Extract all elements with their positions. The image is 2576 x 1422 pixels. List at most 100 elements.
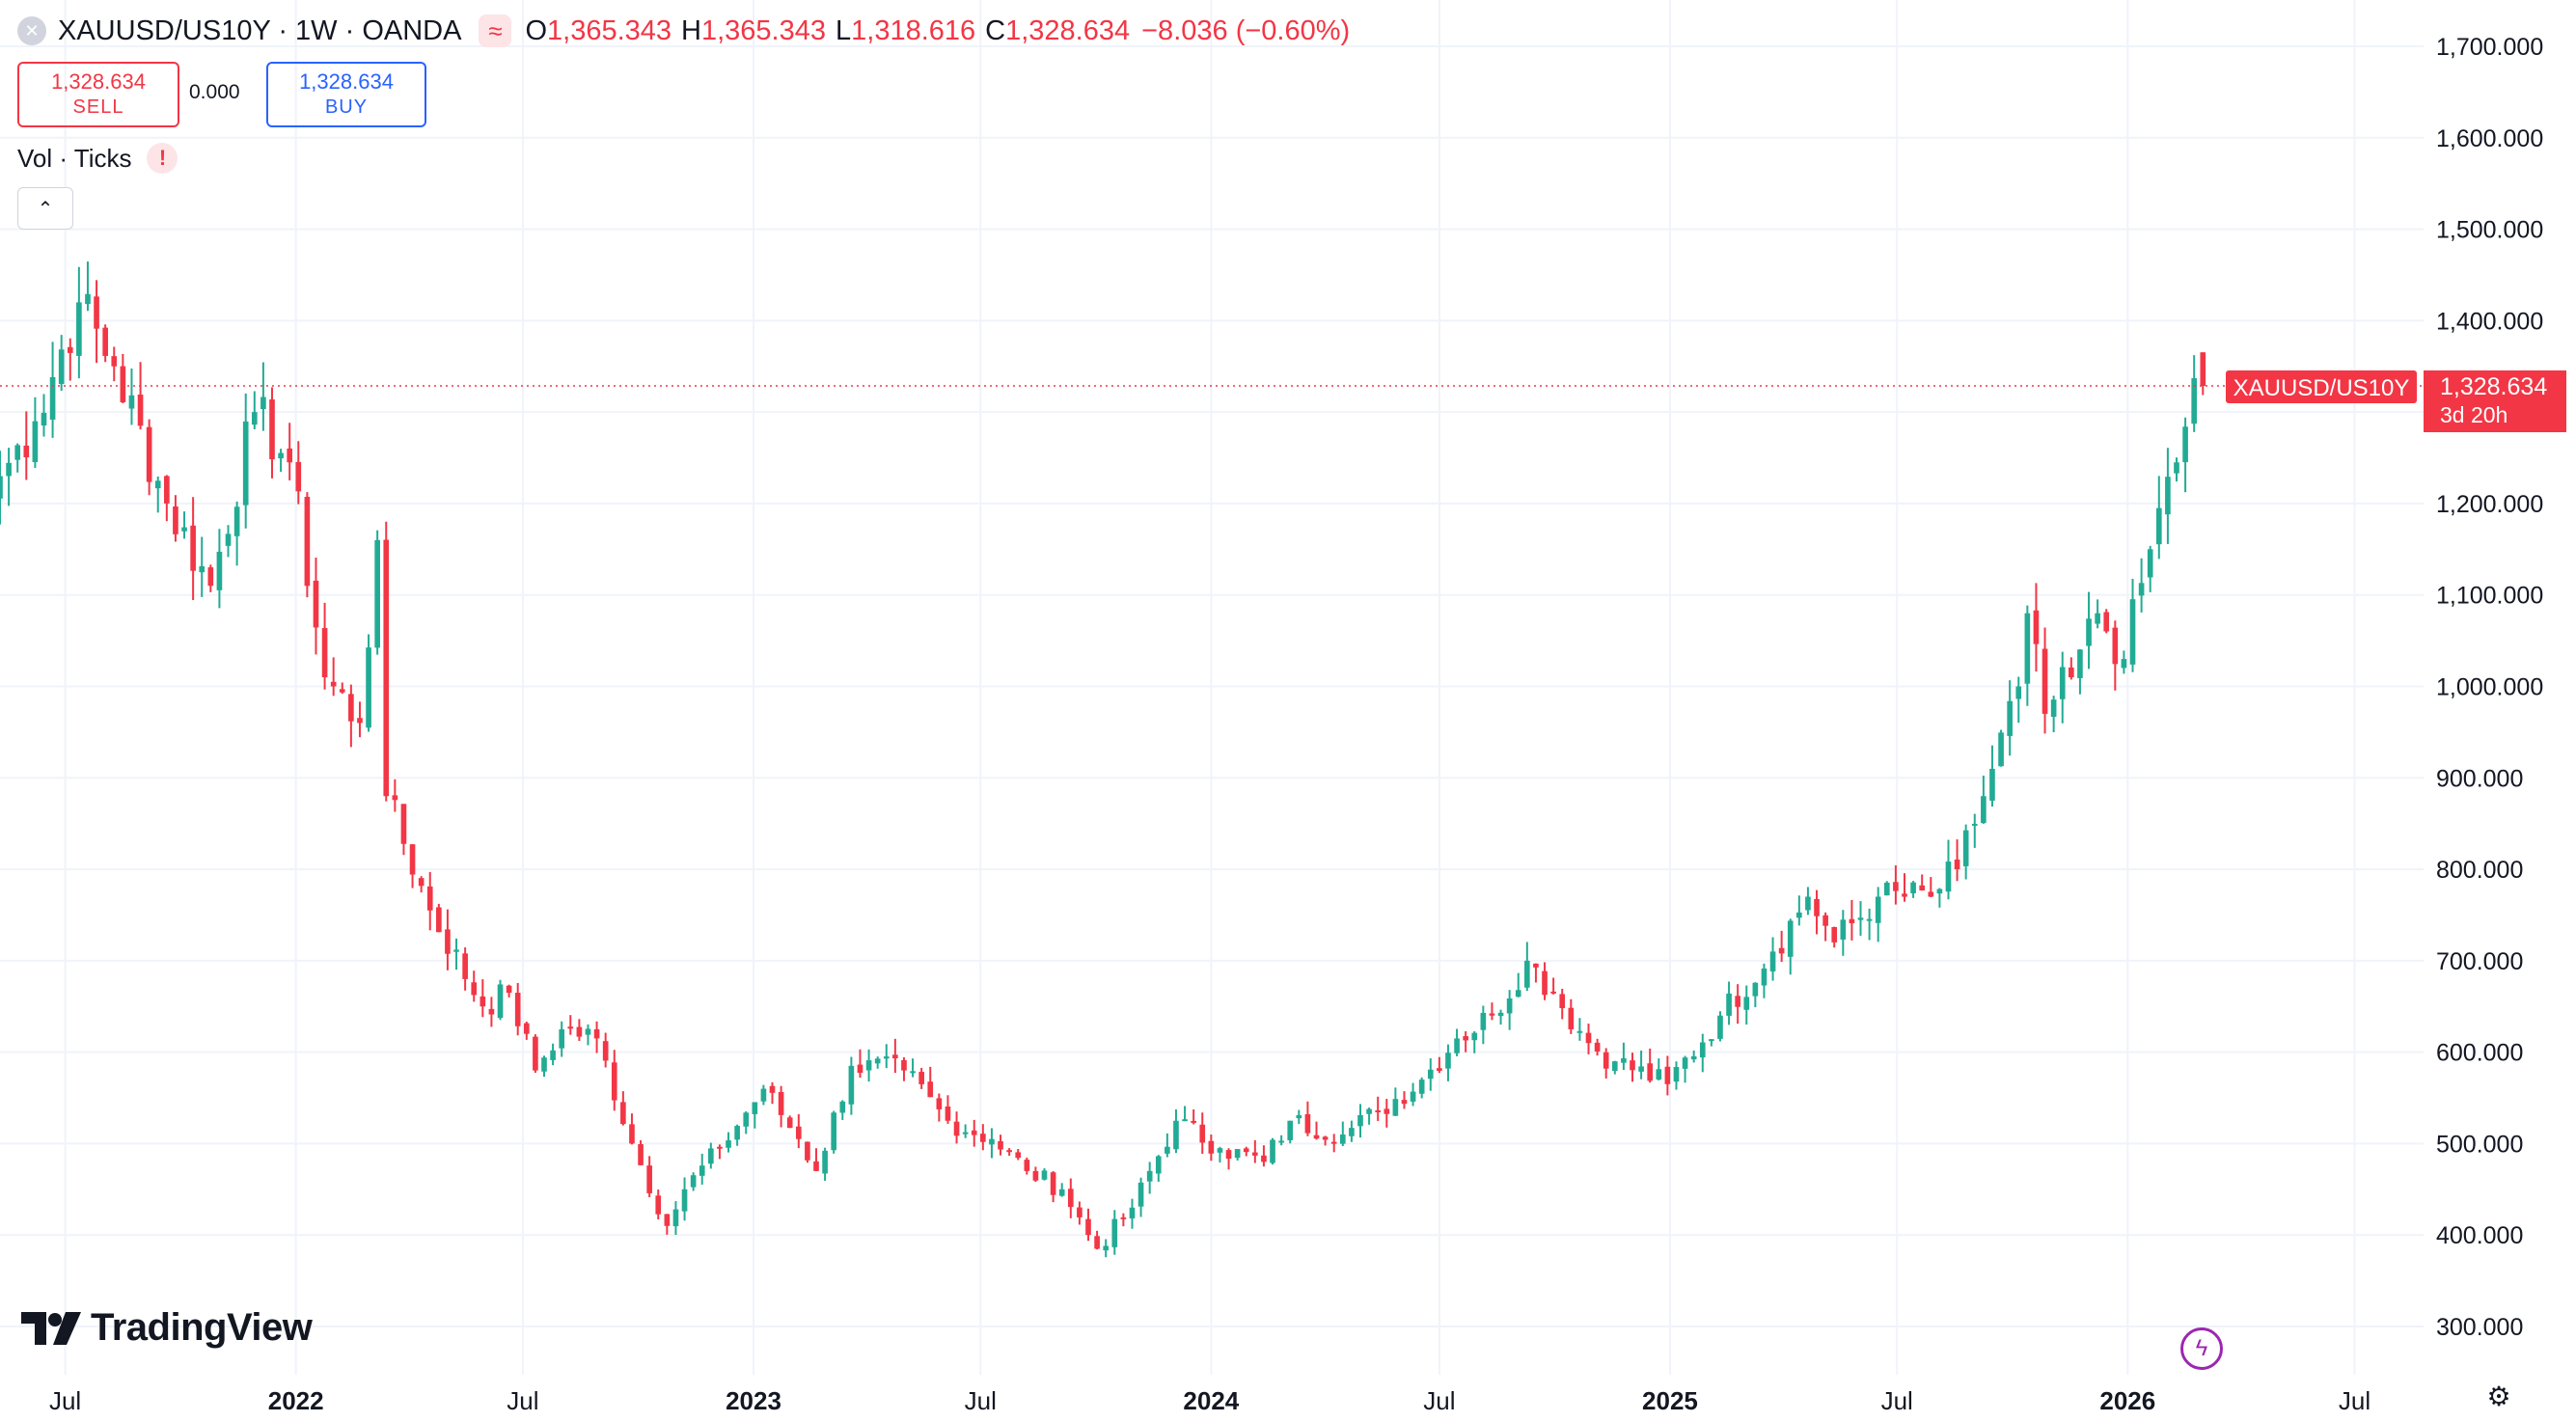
candle-body — [321, 628, 328, 678]
time-axis[interactable]: Jul 2022 Jul 2023 Jul 2024 Jul 2025 Jul 2026 Jul — [49, 1386, 2370, 1415]
candle-body — [1191, 1120, 1196, 1123]
price-axis[interactable]: 300.000 400.000 500.000 600.000 700.000 800.0… — [2436, 34, 2543, 1341]
candle-body — [1769, 951, 1776, 971]
sell-button[interactable]: 1,328.634 SELL — [17, 62, 179, 127]
candle-body — [1137, 1182, 1144, 1207]
candle-body — [786, 1117, 793, 1129]
candle-body — [611, 1062, 617, 1101]
logo-text: TradingView — [91, 1306, 313, 1349]
candle-body — [734, 1126, 740, 1140]
exclamation-icon[interactable]: ! — [147, 143, 178, 174]
approx-wave-icon[interactable]: ≈ — [479, 14, 512, 47]
sell-label: SELL — [72, 96, 124, 118]
candle-body — [1120, 1217, 1127, 1219]
candle-body — [822, 1150, 828, 1174]
settings-gear-icon[interactable]: ⚙ — [2486, 1381, 2511, 1411]
candle-body — [1735, 996, 1740, 1007]
candle-body — [1542, 971, 1548, 996]
candle-body — [1752, 982, 1759, 997]
candle-body — [1032, 1170, 1039, 1181]
candle-body — [1437, 1068, 1442, 1071]
candle-body — [1515, 990, 1521, 998]
candle-body — [1270, 1139, 1275, 1163]
candle-body — [1357, 1114, 1363, 1127]
close-value: 1,328.634 — [1005, 14, 1131, 46]
candle-body — [2112, 627, 2119, 665]
symbol-tag-text: XAUUSD/US10Y — [2233, 375, 2410, 401]
candle-body — [918, 1072, 924, 1084]
candle-body — [1989, 768, 1995, 801]
candle-body — [778, 1091, 784, 1115]
candle-body — [1866, 918, 1873, 921]
x-tick-label: 2024 — [1183, 1386, 1239, 1415]
symbol-tag-bg — [2226, 370, 2417, 404]
candle-body — [1638, 1066, 1644, 1072]
candle-body — [2095, 613, 2100, 624]
candle-body — [269, 399, 275, 460]
candle-body — [523, 1023, 530, 1034]
candle-body — [2050, 699, 2057, 718]
candle-body — [901, 1059, 907, 1071]
candle-body — [1936, 889, 1943, 894]
candle-body — [1682, 1057, 1688, 1069]
candle-body — [1287, 1120, 1294, 1140]
candle-body — [953, 1121, 960, 1136]
candle-body — [400, 804, 407, 844]
price-tag-value: 1,328.634 — [2440, 373, 2547, 400]
candle-body — [1427, 1069, 1434, 1080]
lightning-icon[interactable]: ϟ — [2180, 1327, 2223, 1370]
change-value: −8.036 (−0.60%) — [1141, 14, 1351, 46]
y-tick-label: 500.000 — [2436, 1131, 2523, 1158]
candle-body — [795, 1126, 802, 1139]
candle-body — [488, 1008, 495, 1015]
buy-button[interactable]: 1,328.634 BUY — [266, 62, 426, 127]
close-label: C — [985, 14, 1006, 46]
candle-body — [1454, 1038, 1460, 1053]
tradingview-logo[interactable]: TradingView — [21, 1306, 313, 1350]
spread-value: 0.000 — [189, 81, 240, 103]
candle-body — [0, 476, 3, 499]
candle-body — [506, 985, 512, 994]
candle-body — [1787, 920, 1794, 957]
candle-body — [638, 1144, 644, 1165]
candle-body — [1709, 1039, 1714, 1042]
candle-body — [2174, 462, 2179, 474]
symbol-title[interactable]: XAUUSD/US10Y · 1W · OANDA — [58, 14, 462, 46]
x-tick-label: Jul — [1881, 1386, 1913, 1415]
low-value: 1,318.616 — [851, 14, 976, 46]
candle-body — [1559, 994, 1566, 1009]
candle-body — [672, 1209, 679, 1227]
candle-body — [111, 356, 118, 367]
candle-body — [94, 296, 99, 329]
candle-body — [1840, 919, 1847, 940]
candle-body — [865, 1060, 872, 1071]
collapse-legend-button[interactable]: ⌃ — [17, 187, 73, 230]
candle-body — [1322, 1136, 1329, 1140]
candle-body — [980, 1134, 986, 1142]
candle-body — [945, 1106, 951, 1121]
close-x-icon[interactable]: ✕ — [17, 16, 46, 45]
y-tick-label: 1,400.000 — [2436, 308, 2543, 335]
buy-label: BUY — [324, 96, 369, 118]
high-label: H — [681, 14, 701, 46]
candle-body — [699, 1165, 705, 1176]
candle-body — [805, 1141, 810, 1161]
y-tick-label: 1,600.000 — [2436, 125, 2543, 152]
candle-body — [154, 480, 161, 489]
candle-body — [1217, 1148, 1223, 1153]
candle-body — [1568, 1007, 1575, 1029]
candle-body — [1726, 993, 1732, 1016]
volume-indicator[interactable]: Vol · Ticks ! — [17, 143, 178, 174]
candle-body — [260, 397, 266, 410]
candle-body — [2191, 378, 2198, 424]
candle-body — [2155, 507, 2162, 545]
candle-body — [1024, 1160, 1030, 1171]
candle-body — [383, 539, 390, 797]
candle-body — [2121, 659, 2127, 669]
candle-body — [1129, 1207, 1136, 1218]
chevron-up-icon: ⌃ — [37, 198, 54, 220]
candle-body — [14, 445, 21, 460]
candle-body — [1296, 1114, 1302, 1119]
